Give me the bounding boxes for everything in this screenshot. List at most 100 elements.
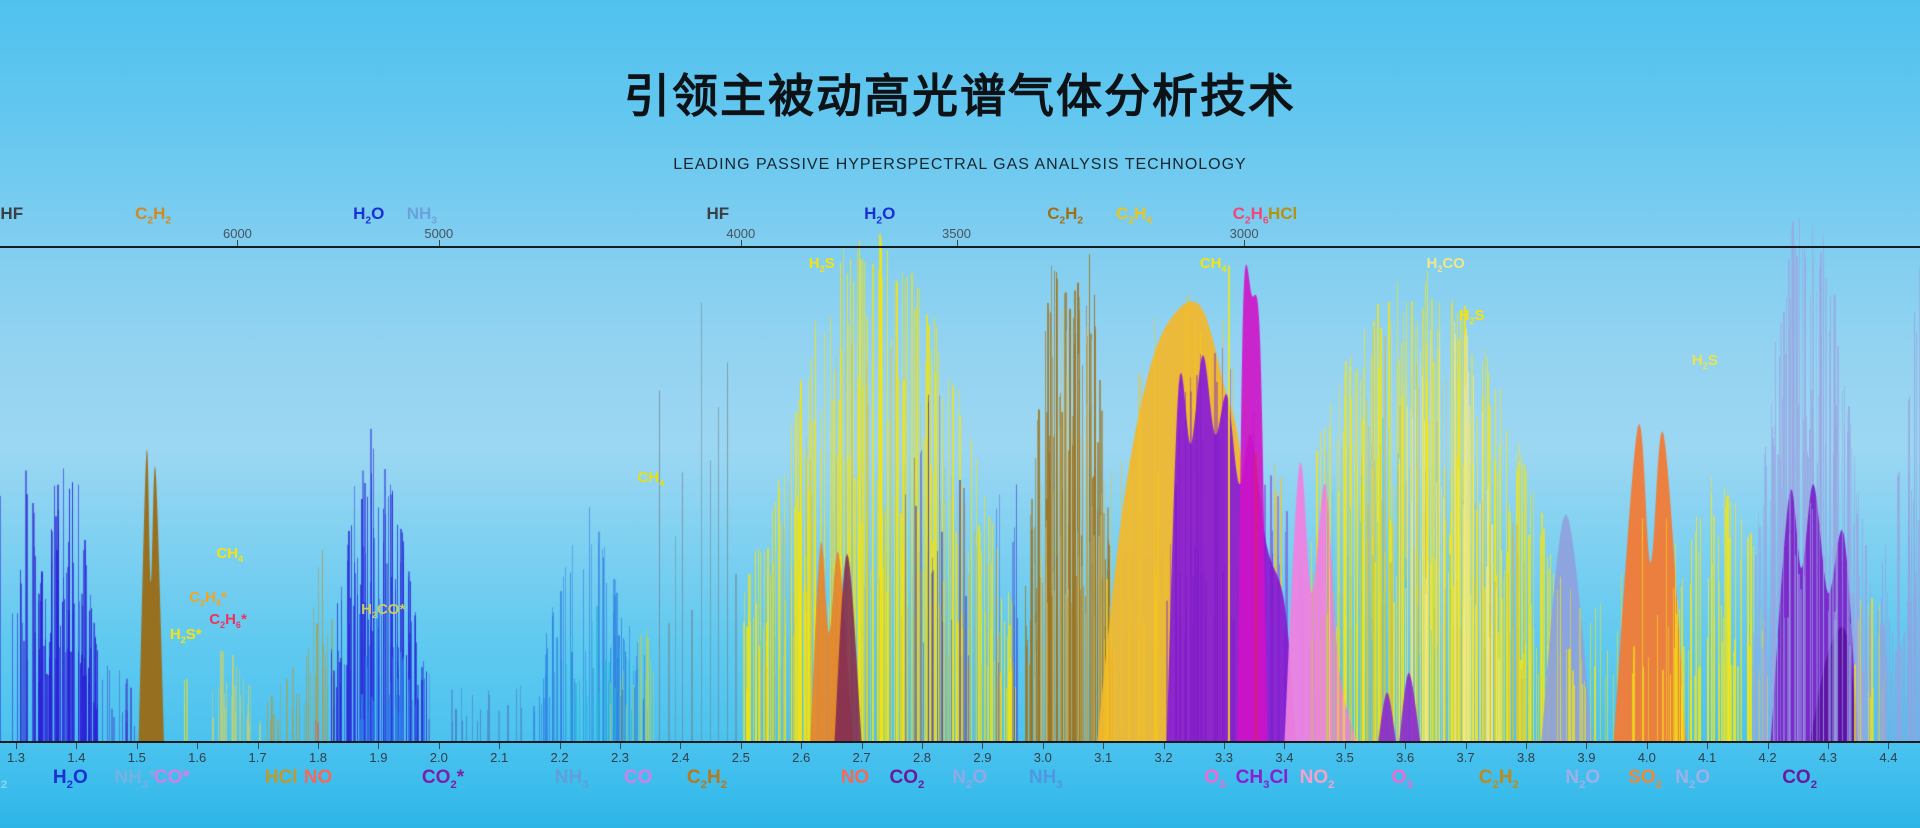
inplot-gas-label: H2CO xyxy=(1426,255,1465,274)
inplot-gas-label: H2S xyxy=(808,255,835,274)
bottom-gas-label: O2 xyxy=(0,768,8,791)
wavelength-tick-label: 1.4 xyxy=(67,750,86,765)
top-gas-label: HCl xyxy=(1267,204,1298,223)
top-axis-tick xyxy=(1244,240,1246,246)
bottom-gas-label: CO2* xyxy=(421,767,465,791)
page-title: 引领主被动高光谱气体分析技术 xyxy=(624,70,1296,122)
inplot-gas-label: H2S xyxy=(1458,307,1485,326)
top-gas-label: C2H6 xyxy=(1232,204,1269,227)
bottom-gas-label: CH3Cl xyxy=(1235,767,1289,791)
bottom-axis-tick xyxy=(1586,743,1588,749)
wavelength-tick-label: 3.0 xyxy=(1033,750,1052,765)
bottom-gas-label: C2H2 xyxy=(1478,767,1519,791)
wavelength-tick-label: 2.6 xyxy=(792,750,811,765)
top-gas-label: H2O xyxy=(353,204,385,227)
wavelength-tick-label: 2.1 xyxy=(490,750,509,765)
bottom-axis-tick xyxy=(438,743,440,749)
inplot-gas-label: C2H6* xyxy=(209,611,247,630)
bottom-gas-label: O3 xyxy=(1391,767,1413,791)
wavelength-tick-label: 4.4 xyxy=(1879,750,1898,765)
bottom-axis-tick xyxy=(1465,743,1467,749)
wavelength-tick-label: 2.2 xyxy=(550,750,569,765)
bottom-gas-label: N2O xyxy=(952,767,988,791)
bottom-axis-tick xyxy=(378,743,380,749)
inplot-gas-label: CH4 xyxy=(637,469,665,488)
bottom-axis-tick xyxy=(1707,743,1709,749)
bottom-gas-label: CO xyxy=(623,767,653,788)
bottom-gas-label: NH3 xyxy=(554,767,589,791)
bottom-gas-label: HCl xyxy=(264,767,298,788)
wavelength-tick-label: 4.1 xyxy=(1698,750,1717,765)
inplot-gas-label: H2S xyxy=(1691,352,1718,371)
wavelength-tick-label: 3.1 xyxy=(1094,750,1113,765)
bottom-axis-tick xyxy=(740,743,742,749)
top-gas-label: C2H2 xyxy=(135,204,172,227)
top-gas-label: NH3 xyxy=(406,204,437,227)
top-gas-label: HF xyxy=(706,204,730,223)
bottom-axis-tick xyxy=(861,743,863,749)
bottom-gas-label: CO2 xyxy=(889,767,925,791)
spectra-canvas xyxy=(0,195,1920,742)
wavelength-tick-label: 3.7 xyxy=(1456,750,1475,765)
bottom-gas-label: NH3* xyxy=(114,767,156,791)
bottom-axis-tick xyxy=(1767,743,1769,749)
top-gas-label: H2O xyxy=(864,204,896,227)
bottom-axis-tick xyxy=(982,743,984,749)
bottom-axis-tick xyxy=(257,743,259,749)
wavelength-tick-label: 4.0 xyxy=(1637,750,1656,765)
wavelength-tick-label: 3.4 xyxy=(1275,750,1294,765)
inplot-gas-label: CH4 xyxy=(216,545,244,564)
wavelength-tick-label: 1.6 xyxy=(188,750,207,765)
inplot-gas-label: CH4 xyxy=(1199,255,1227,274)
wavelength-tick-label: 2.7 xyxy=(852,750,871,765)
inplot-gas-label: H2CO* xyxy=(361,601,406,620)
bottom-axis-tick xyxy=(1042,743,1044,749)
wavelength-tick-label: 3.6 xyxy=(1396,750,1415,765)
bottom-gas-label: SO2 xyxy=(1628,767,1662,791)
wavelength-tick-label: 3.8 xyxy=(1516,750,1536,765)
wavelength-tick-label: 3.9 xyxy=(1577,750,1596,765)
inplot-gas-label: H2S* xyxy=(169,626,202,645)
wavelength-tick-label: 2.5 xyxy=(731,750,750,765)
wavelength-tick-label: 2.9 xyxy=(973,750,992,765)
top-axis-line xyxy=(0,246,1920,248)
bottom-axis-tick xyxy=(16,743,17,749)
wavelength-tick-label: 1.5 xyxy=(127,750,146,765)
bottom-gas-label: CO* xyxy=(153,767,190,788)
bottom-axis-line xyxy=(0,741,1920,743)
bottom-axis-tick xyxy=(1405,743,1407,749)
wavelength-tick-label: 1.8 xyxy=(308,750,328,765)
bottom-axis-tick xyxy=(1888,743,1890,749)
inplot-gas-label: C2H4* xyxy=(189,589,227,608)
bottom-axis-tick xyxy=(499,743,501,749)
bottom-gas-label: CO2 xyxy=(1782,767,1818,791)
wavenumber-tick-label: 3500 xyxy=(942,226,971,241)
bottom-axis-tick xyxy=(1344,743,1346,749)
bottom-gas-label: NH3 xyxy=(1028,767,1063,791)
wavenumber-tick-label: 5000 xyxy=(424,226,454,241)
bottom-axis-tick xyxy=(559,743,561,749)
bottom-gas-label: N2O xyxy=(1565,767,1601,791)
bottom-axis-tick xyxy=(1103,743,1105,749)
bottom-axis-tick xyxy=(922,743,923,749)
top-axis-tick xyxy=(740,240,742,246)
bottom-gas-label: NO xyxy=(303,767,333,788)
page-subtitle: LEADING PASSIVE HYPERSPECTRAL GAS ANALYS… xyxy=(673,156,1247,173)
bottom-gas-label: N2O xyxy=(1675,767,1711,791)
bottom-gas-label: H2O xyxy=(52,767,88,791)
wavelength-tick-label: 3.2 xyxy=(1154,750,1173,765)
wavelength-tick-label: 2.0 xyxy=(429,750,448,765)
bottom-gas-label: O3 xyxy=(1204,767,1226,791)
bottom-gas-label: C2H2 xyxy=(686,767,728,791)
bottom-axis-tick xyxy=(801,743,803,749)
wavenumber-tick-label: 3000 xyxy=(1229,226,1259,241)
top-axis-tick xyxy=(956,240,958,246)
top-gas-label: C2H2 xyxy=(1047,204,1084,227)
bottom-axis-tick xyxy=(197,743,199,749)
bottom-axis-tick xyxy=(1646,743,1648,749)
bottom-axis-tick xyxy=(1163,743,1165,749)
wavelength-tick-label: 2.3 xyxy=(610,750,630,765)
bottom-axis-tick xyxy=(136,743,138,749)
bottom-axis-tick xyxy=(76,743,78,749)
bottom-axis-tick xyxy=(1526,743,1527,749)
